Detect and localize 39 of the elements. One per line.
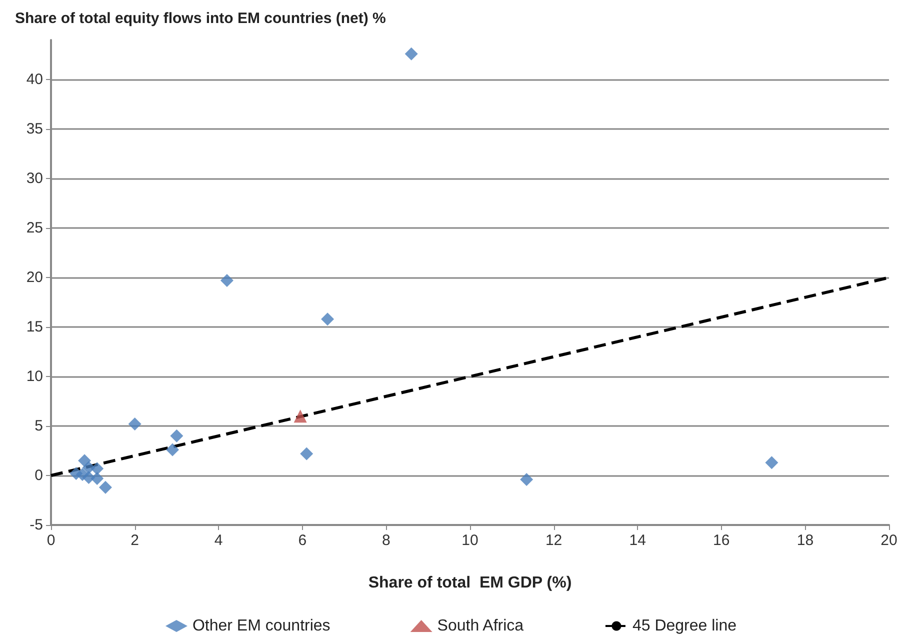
x-tick-label: 18 <box>796 532 814 549</box>
point <box>128 418 142 431</box>
y-tick-label: 35 <box>26 120 43 138</box>
x-tick-label: 4 <box>214 532 223 549</box>
y-tick-label: 25 <box>26 220 43 237</box>
y-tick-label: 10 <box>26 368 43 386</box>
x-tick-label: 0 <box>46 532 56 549</box>
legend-label: South Africa <box>437 618 524 634</box>
point <box>321 312 334 326</box>
x-tick-label: 6 <box>298 532 307 549</box>
point <box>404 47 418 60</box>
point <box>300 447 314 460</box>
x-axis-title: Share of total EM GDP (%) <box>368 574 572 592</box>
point <box>98 480 112 494</box>
y-axis-title: Share of total equity flows into EM countries (net) % <box>15 10 386 27</box>
x-tick-label: 14 <box>629 532 646 549</box>
point <box>90 462 104 476</box>
point <box>520 472 534 486</box>
y-tick-label: 0 <box>34 467 43 484</box>
point <box>220 274 234 288</box>
x-tick-label: 16 <box>713 532 730 549</box>
y-tick-label: 30 <box>26 170 43 188</box>
point <box>90 472 104 485</box>
y-tick-label: 40 <box>26 71 43 88</box>
point <box>294 410 307 423</box>
legend-label: 45 Degree line <box>632 618 737 634</box>
y-tick-label: 20 <box>26 269 43 286</box>
x-tick-label: 10 <box>462 532 478 549</box>
y-tick-label: 5 <box>34 418 43 435</box>
y-tick-label: 15 <box>26 318 43 336</box>
legend-label: Other EM countries <box>192 618 330 634</box>
point <box>166 443 180 456</box>
x-tick-label: 20 <box>880 532 898 549</box>
point <box>765 456 778 470</box>
x-tick-label: 8 <box>382 532 390 549</box>
point <box>170 429 184 442</box>
x-tick-label: 2 <box>130 532 139 549</box>
y-tick-label: -5 <box>30 516 43 534</box>
x-tick-label: 12 <box>545 532 562 549</box>
